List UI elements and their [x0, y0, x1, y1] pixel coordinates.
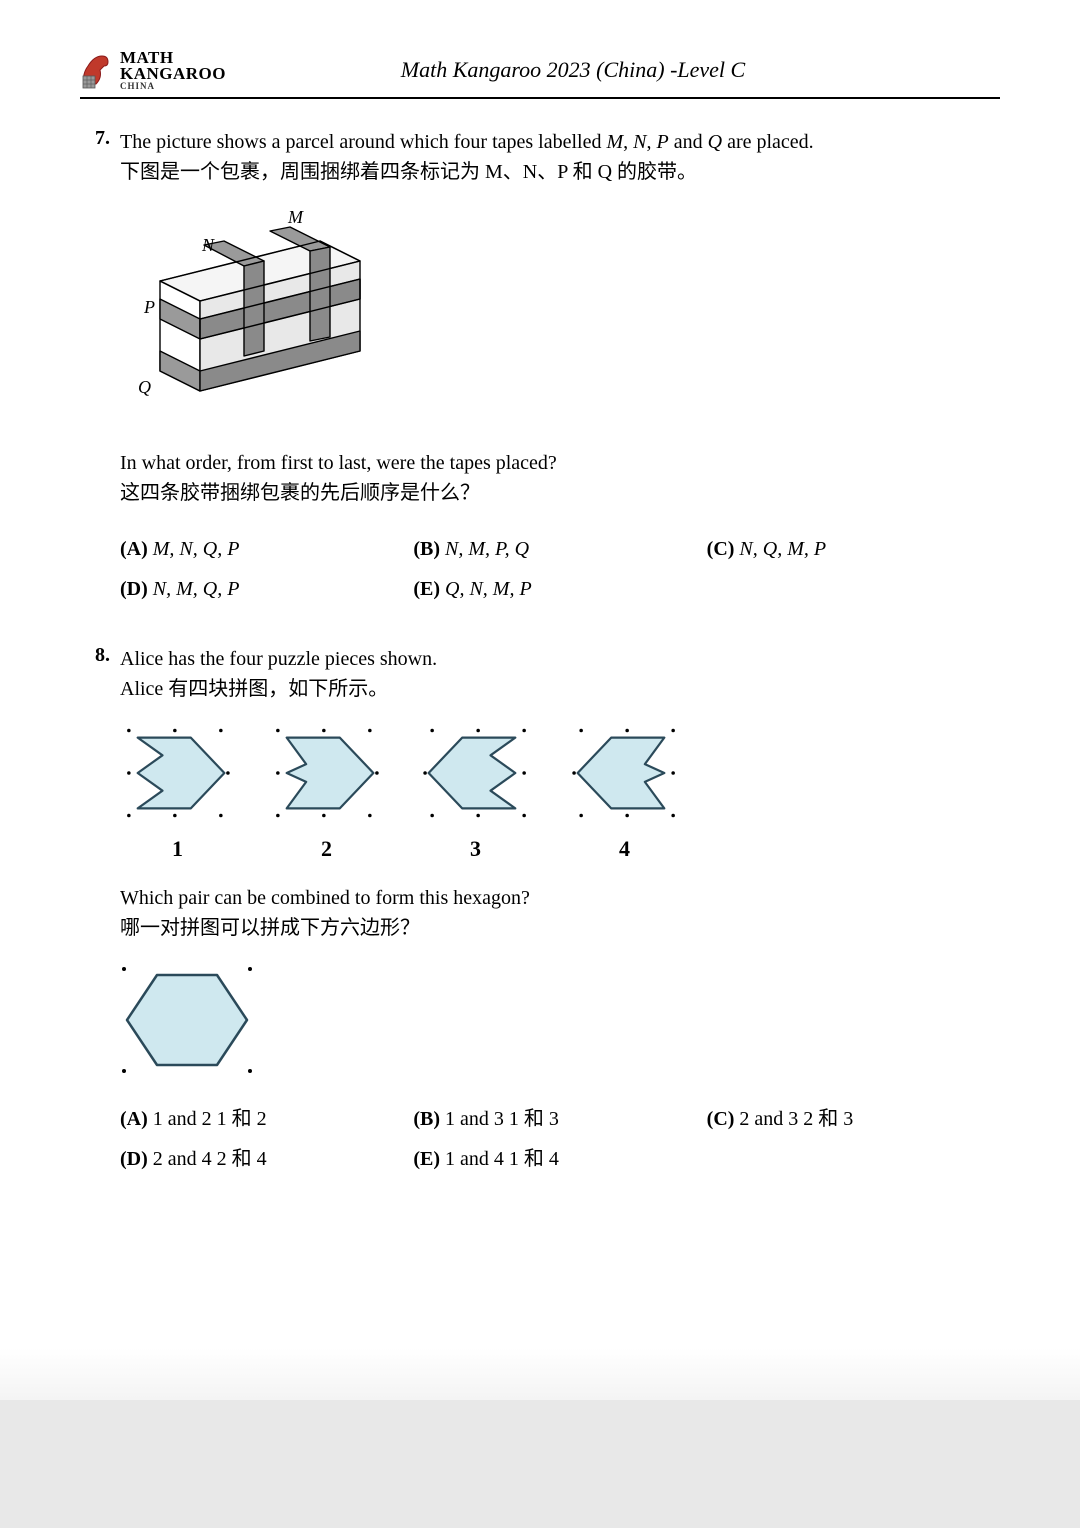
question-body: The picture shows a parcel around which …: [120, 127, 1000, 604]
piece-3: 3: [418, 718, 533, 865]
q8-text-cn: Alice 有四块拼图，如下所示。: [120, 674, 1000, 704]
q8-prompt-en: Which pair can be combined to form this …: [120, 883, 1000, 913]
document-title: Math Kangaroo 2023 (China) -Level C: [226, 57, 920, 83]
question-number: 7.: [80, 127, 120, 604]
q7-text-en: The picture shows a parcel around which …: [120, 127, 1000, 157]
piece-4: 4: [567, 718, 682, 865]
q8-pieces: 1 2: [120, 718, 1000, 865]
logo: MATH KANGAROO CHINA: [80, 50, 226, 91]
piece-label: 4: [567, 832, 682, 865]
question-number: 8.: [80, 644, 120, 1174]
piece-label: 3: [418, 832, 533, 865]
answer-B: (B) N, M, P, Q: [413, 534, 706, 564]
question-7: 7. The picture shows a parcel around whi…: [80, 127, 1000, 604]
kangaroo-icon: [80, 50, 114, 90]
page-header: MATH KANGAROO CHINA Math Kangaroo 2023 (…: [80, 50, 1000, 99]
label-M: M: [287, 207, 304, 227]
label-Q: Q: [138, 377, 151, 397]
question-8: 8. Alice has the four puzzle pieces show…: [80, 644, 1000, 1174]
page-bottom-edge: [0, 1270, 1080, 1400]
logo-text: MATH KANGAROO CHINA: [120, 50, 226, 91]
logo-line3: CHINA: [120, 82, 226, 91]
q7-prompt-en: In what order, from first to last, were …: [120, 448, 1000, 478]
answer-A: (A) 1 and 2 1 和 2: [120, 1104, 413, 1134]
piece-1: 1: [120, 718, 235, 865]
piece-label: 2: [269, 832, 384, 865]
answer-A: (A) M, N, Q, P: [120, 534, 413, 564]
q8-hexagon: [112, 955, 1000, 1094]
answer-B: (B) 1 and 3 1 和 3: [413, 1104, 706, 1134]
question-body: Alice has the four puzzle pieces shown. …: [120, 644, 1000, 1174]
answer-D: (D) 2 and 4 2 和 4: [120, 1144, 413, 1174]
q8-prompt-cn: 哪一对拼图可以拼成下方六边形？: [120, 913, 1000, 943]
q7-parcel-diagram: M N P Q: [120, 201, 1000, 430]
q7-prompt-cn: 这四条胶带捆绑包裹的先后顺序是什么？: [120, 478, 1000, 508]
logo-line2: KANGAROO: [120, 66, 226, 82]
answer-C: (C) N, Q, M, P: [707, 534, 1000, 564]
q8-answers: (A) 1 and 2 1 和 2 (B) 1 and 3 1 和 3 (C) …: [120, 1104, 1000, 1174]
q7-answers: (A) M, N, Q, P (B) N, M, P, Q (C) N, Q, …: [120, 534, 1000, 604]
piece-label: 1: [120, 832, 235, 865]
q8-text-en: Alice has the four puzzle pieces shown.: [120, 644, 1000, 674]
label-P: P: [143, 297, 155, 317]
answer-E: (E) Q, N, M, P: [413, 574, 706, 604]
answer-E: (E) 1 and 4 1 和 4: [413, 1144, 706, 1174]
piece-2: 2: [269, 718, 384, 865]
label-N: N: [201, 235, 215, 255]
page: MATH KANGAROO CHINA Math Kangaroo 2023 (…: [0, 0, 1080, 1400]
answer-C: (C) 2 and 3 2 和 3: [707, 1104, 1000, 1134]
q7-text-cn: 下图是一个包裹，周围捆绑着四条标记为 M、N、P 和 Q 的胶带。: [120, 157, 1000, 187]
answer-D: (D) N, M, Q, P: [120, 574, 413, 604]
